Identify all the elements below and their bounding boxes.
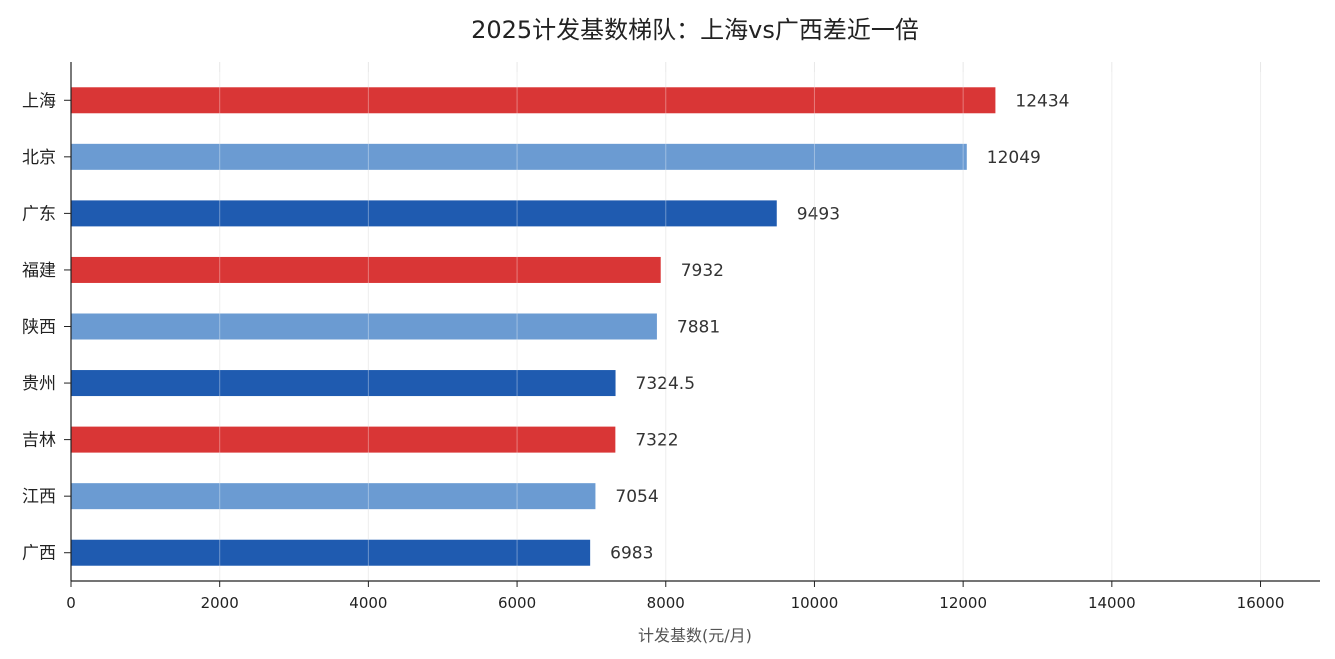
bar — [71, 426, 616, 453]
category-label: 广西 — [22, 544, 56, 564]
bar — [71, 483, 596, 510]
value-label: 7054 — [615, 487, 658, 507]
value-label: 12049 — [987, 148, 1041, 168]
category-label: 北京 — [22, 148, 56, 168]
value-label: 7324.5 — [636, 374, 695, 394]
x-tick-label: 16000 — [1237, 594, 1285, 612]
x-tick-label: 0 — [66, 594, 76, 612]
bar — [71, 256, 661, 283]
x-axis-label: 计发基数(元/月) — [638, 626, 752, 645]
bars-group: 12434 12049 9493 7932 7881 7324.5 7322 7054 6983 — [71, 72, 1262, 581]
x-tick-label: 8000 — [647, 594, 685, 612]
category-label: 江西 — [22, 487, 56, 507]
category-label: 吉林 — [22, 431, 56, 451]
value-label: 7322 — [635, 431, 678, 451]
value-label: 12434 — [1015, 91, 1069, 111]
bar — [71, 313, 657, 340]
value-label: 6983 — [610, 544, 653, 564]
category-label: 陕西 — [22, 318, 56, 338]
category-label: 上海 — [22, 91, 56, 111]
bar — [71, 143, 967, 170]
x-tick-label: 14000 — [1088, 594, 1136, 612]
bar — [71, 370, 616, 397]
chart-title: 2025计发基数梯队：上海vs广西差近一倍 — [471, 16, 919, 44]
x-tick-label: 4000 — [349, 594, 387, 612]
value-label: 9493 — [797, 204, 840, 224]
x-tick-label: 12000 — [939, 594, 987, 612]
bar — [71, 539, 591, 566]
x-tick-label: 6000 — [498, 594, 536, 612]
category-label: 广东 — [22, 204, 56, 224]
bar — [71, 87, 996, 114]
value-label: 7932 — [681, 261, 724, 281]
value-label: 7881 — [677, 318, 720, 338]
x-tick-label: 2000 — [201, 594, 239, 612]
x-tick-label: 10000 — [791, 594, 839, 612]
category-label: 贵州 — [22, 374, 56, 394]
category-label: 福建 — [22, 261, 56, 281]
bar — [71, 200, 777, 227]
